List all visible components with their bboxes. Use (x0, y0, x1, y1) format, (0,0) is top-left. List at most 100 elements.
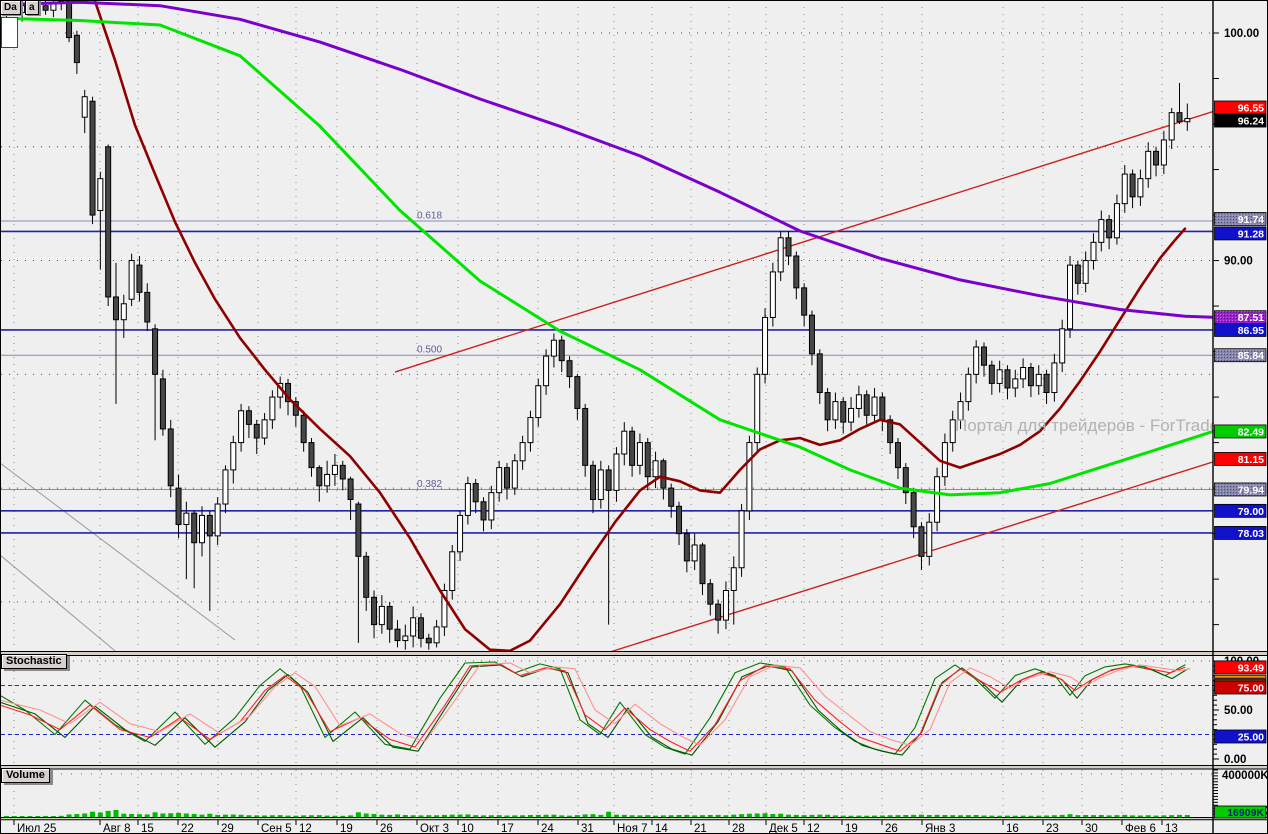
candle-body (660, 460, 667, 489)
volume-bar (527, 815, 533, 817)
volume-bar (621, 814, 627, 817)
volume-bar (668, 815, 674, 817)
volume-value-badge-bg (1214, 805, 1267, 819)
tab-a[interactable]: a (25, 0, 39, 15)
volume-bar (363, 813, 369, 817)
volume-bar (238, 814, 244, 817)
candle-body (347, 478, 354, 500)
volume-bar (129, 813, 135, 817)
volume-bar (543, 814, 549, 817)
volume-bar (997, 815, 1003, 817)
candle-body (1059, 328, 1066, 364)
candle-body (941, 442, 948, 478)
volume-bar (11, 816, 17, 817)
volume-bar (1075, 815, 1081, 817)
candle-body (722, 589, 729, 621)
candle-body (973, 346, 980, 375)
candle-body (1020, 366, 1027, 380)
candle-body (949, 419, 956, 444)
candle-body (762, 316, 769, 375)
volume-panel-label[interactable]: Volume (1, 768, 50, 783)
tab-da[interactable]: Da (0, 0, 21, 15)
candle-body (230, 442, 237, 471)
price-badge: 91.28 (1238, 228, 1264, 240)
price-badge: 96.55 (1238, 103, 1264, 115)
price-badge-bg (1214, 526, 1267, 540)
candle-body (339, 464, 346, 480)
candle-body (1176, 112, 1183, 123)
candle-body (214, 503, 221, 537)
volume-bar (1177, 814, 1182, 817)
tab-da-label: Da (4, 2, 17, 13)
volume-bar (965, 815, 971, 817)
volume-bar (301, 815, 307, 817)
candle-body (496, 467, 503, 494)
fib-label: 0.618 (417, 210, 442, 221)
volume-bar (1036, 815, 1042, 817)
date-label: Июл 25 (17, 823, 56, 834)
volume-bar (27, 816, 33, 817)
volume-bar (707, 815, 713, 817)
price-axis-label: 100.00 (1224, 28, 1259, 40)
fib-label: 0.382 (417, 479, 442, 490)
panel-separator (0, 651, 1268, 656)
volume-bar (629, 815, 635, 817)
volume-bar (43, 815, 49, 817)
candle-body (300, 414, 307, 444)
volume-bar (786, 814, 791, 817)
volume-bar (809, 814, 815, 817)
price-badge-bg (1214, 482, 1267, 497)
volume-axis-label: 400000K (1222, 770, 1268, 782)
candles-layer (3, 0, 1191, 650)
candle-body (402, 635, 409, 642)
volume-bar (402, 815, 408, 817)
volume-bar (684, 814, 690, 817)
volume-bar (645, 815, 651, 817)
candle-body (97, 178, 104, 211)
candle-body (1106, 219, 1113, 239)
candle-body (1129, 173, 1136, 198)
candle-body (175, 487, 182, 526)
volume-bar (121, 813, 127, 817)
candle-body (253, 423, 260, 439)
date-label: 26 (885, 823, 898, 834)
candle-body (691, 544, 698, 562)
legend-box (1, 17, 18, 48)
stoch-ref-badge-bg (1214, 729, 1267, 744)
price-badge: 82.49 (1238, 426, 1264, 438)
price-badge-bg (1214, 424, 1267, 439)
volume-bar (1145, 815, 1151, 817)
stoch-axis-label: 50.00 (1224, 705, 1253, 717)
volume-bar (332, 815, 338, 817)
price-badge: 78.03 (1238, 528, 1264, 540)
candle-body (605, 469, 612, 491)
volume-bar (723, 815, 729, 817)
volume-bar (1106, 815, 1112, 817)
candle-body (848, 407, 855, 423)
price-badge-bg (1214, 212, 1267, 226)
volume-bar (793, 814, 799, 817)
ma-purple (1, 0, 1213, 319)
tab-a-label: a (29, 2, 35, 13)
volume-bar (340, 815, 346, 817)
date-label: Янв 3 (925, 823, 955, 834)
candle-body (1012, 378, 1019, 389)
candle-body (746, 442, 753, 512)
candle-body (144, 291, 151, 323)
volume-bar (473, 815, 479, 817)
volume-bar (574, 815, 580, 817)
volume-bar (856, 815, 862, 817)
volume-bar (754, 813, 760, 817)
candle-body (417, 617, 424, 639)
volume-bar (926, 815, 932, 817)
candle-body (918, 526, 925, 557)
candle-body (331, 464, 338, 475)
candle-body (699, 544, 706, 585)
candle-body (238, 410, 245, 444)
stochastic-panel-label[interactable]: Stochastic (1, 654, 67, 669)
price-badge: 96.24 (1238, 116, 1264, 128)
stoch-green (1, 661, 1186, 755)
